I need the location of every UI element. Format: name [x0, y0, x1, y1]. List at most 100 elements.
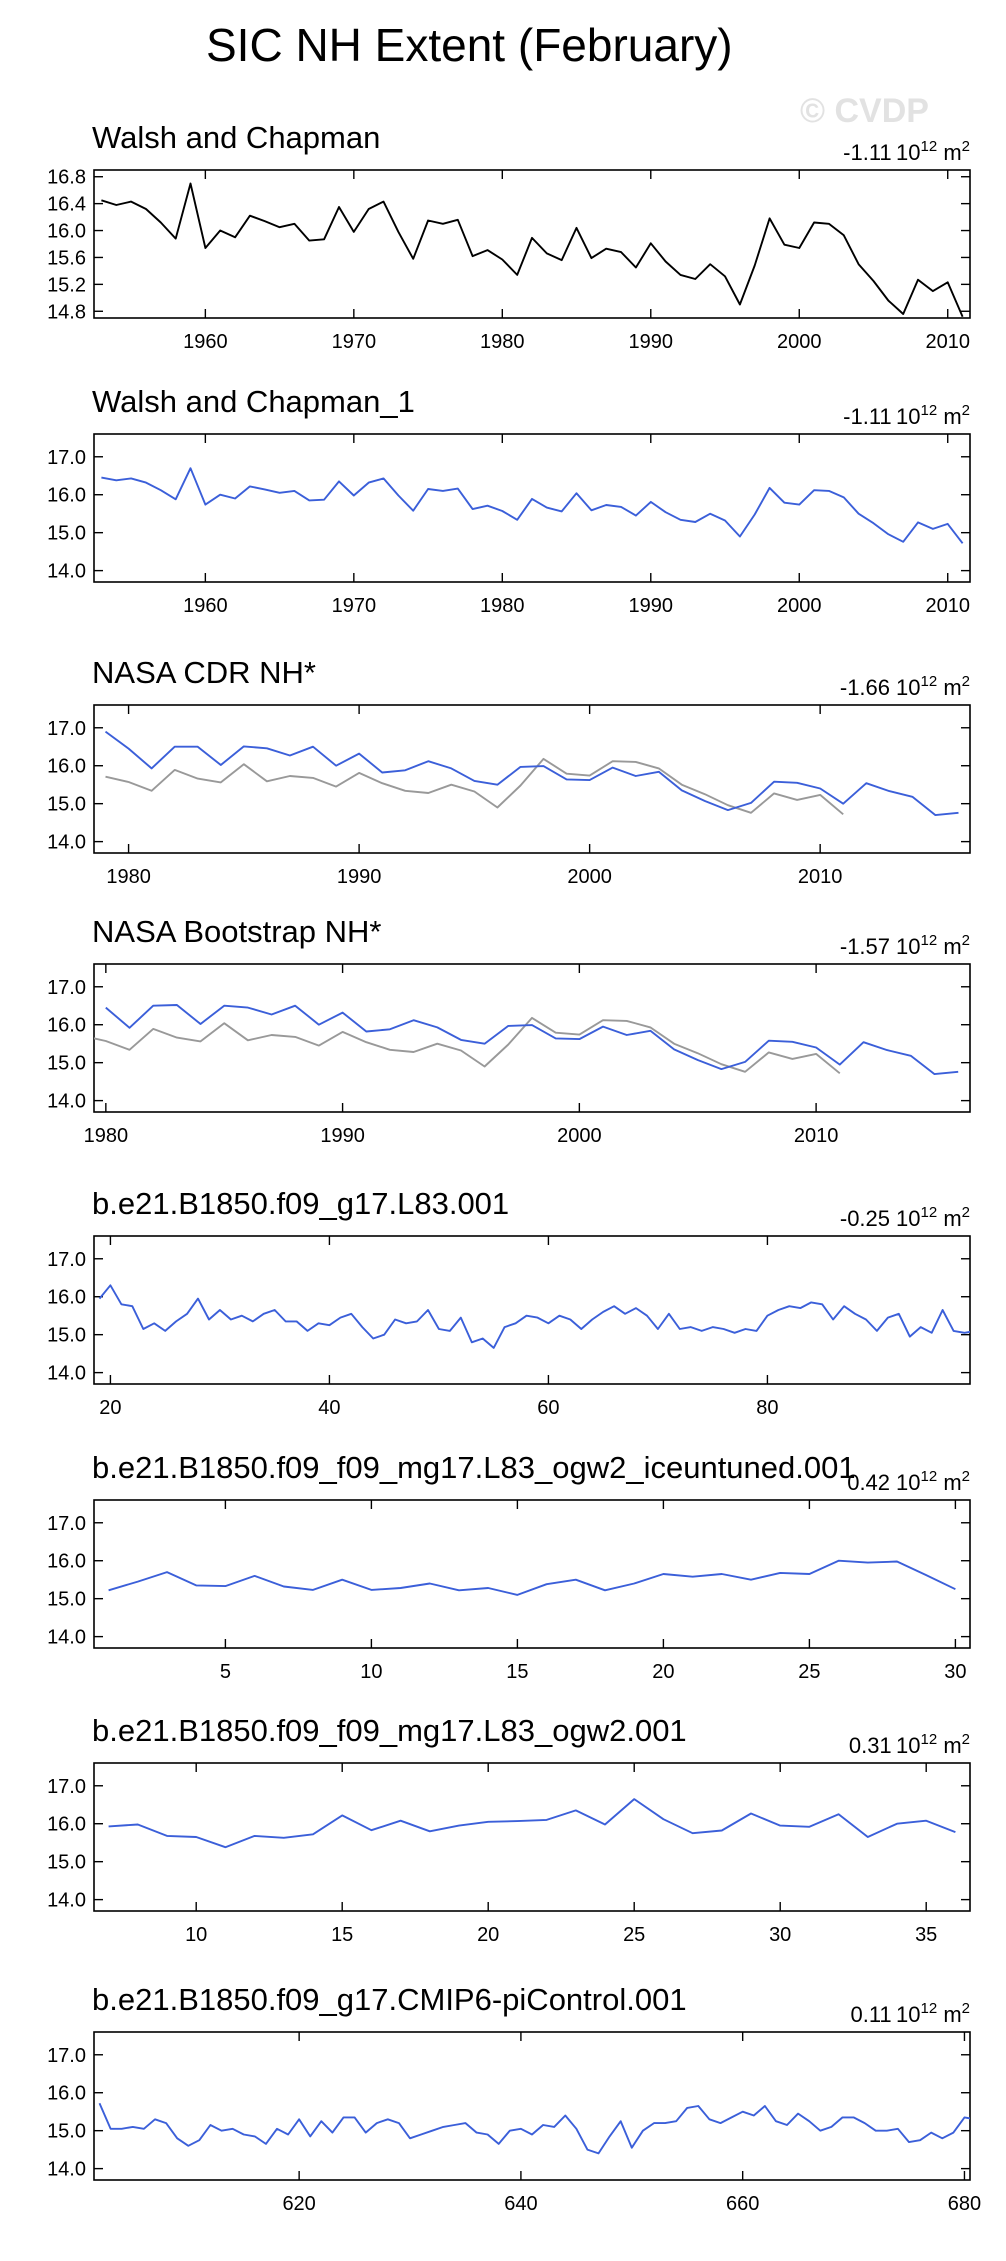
y-tick-label: 14.0 — [47, 1890, 86, 1912]
y-tick-label: 14.0 — [47, 1627, 86, 1649]
trend-unit: 10 — [896, 934, 920, 959]
trend-unit: 10 — [896, 1470, 920, 1495]
x-tick-label: 1970 — [332, 595, 377, 617]
x-tick-label: 1970 — [332, 331, 377, 353]
x-tick-label: 1980 — [480, 595, 525, 617]
trend-value: -1.57 — [840, 934, 890, 959]
y-tick-label: 16.8 — [47, 167, 86, 189]
plot-frame — [93, 704, 971, 854]
trend-exponent: 12 — [921, 1204, 938, 1221]
y-tick-label: 16.0 — [47, 2083, 86, 2105]
trend-exponent: 12 — [921, 138, 938, 155]
x-tick-label: 620 — [282, 2193, 315, 2215]
chart-title: b.e21.B1850.f09_g17.CMIP6-piControl.001 — [92, 1982, 687, 2017]
chart-panel-5: b.e21.B1850.f09_g17.L83.001 -0.25 1012 m21… — [47, 1186, 971, 1419]
trend-unit: 10 — [896, 1206, 920, 1231]
trend-suffix-sup: 2 — [962, 2000, 970, 2017]
x-tick-label: 1990 — [320, 1125, 365, 1147]
y-tick-label: 15.0 — [47, 1589, 86, 1611]
trend-label: 0.42 1012 m2 — [847, 1468, 970, 1495]
chart-title: b.e21.B1850.f09_f09_mg17.L83_ogw2_iceunt… — [92, 1450, 856, 1485]
x-tick-label: 2010 — [794, 1125, 839, 1147]
series-line-1 — [94, 1016, 841, 1075]
y-tick-label: 17.0 — [47, 2045, 86, 2067]
y-tick-label: 16.0 — [47, 756, 86, 778]
plot-frame — [93, 2031, 971, 2181]
trend-suffix-sup: 2 — [962, 1204, 970, 1221]
series-line-1 — [108, 1798, 956, 1849]
trend-suffix-sup: 2 — [962, 402, 970, 419]
y-tick-label: 16.4 — [47, 194, 86, 216]
trend-exponent: 12 — [921, 932, 938, 949]
x-tick-label: 2010 — [798, 866, 843, 888]
trend-exponent: 12 — [921, 402, 938, 419]
cvdp-watermark: © CVDP — [800, 92, 929, 130]
chart-title: Walsh and Chapman_1 — [92, 384, 415, 419]
y-tick-label: 14.0 — [47, 832, 86, 854]
chart-panel-3: NASA CDR NH* -1.66 1012 m2 14.0 15.0 16.0 17.0… — [47, 655, 971, 888]
y-tick-label: 16.0 — [47, 1015, 86, 1037]
plot-frame — [93, 963, 971, 1113]
x-tick-label: 2010 — [925, 595, 970, 617]
x-tick-label: 2000 — [557, 1125, 602, 1147]
y-tick-label: 15.0 — [47, 1852, 86, 1874]
trend-value: 0.31 — [849, 1733, 892, 1758]
x-tick-label: 1990 — [629, 595, 674, 617]
trend-label: 0.11 1012 m2 — [850, 2000, 970, 2027]
x-tick-label: 15 — [331, 1924, 353, 1946]
y-tick-label: 15.0 — [47, 1325, 86, 1347]
series-line-1 — [98, 1284, 970, 1349]
y-tick-label: 15.2 — [47, 274, 86, 296]
x-tick-label: 1960 — [183, 595, 228, 617]
y-tick-label: 16.0 — [47, 221, 86, 243]
x-tick-label: 20 — [99, 1397, 121, 1419]
y-tick-label: 14.0 — [47, 561, 86, 583]
trend-value: -0.25 — [840, 1206, 890, 1231]
series-line-1 — [101, 467, 964, 544]
y-tick-label: 14.8 — [47, 301, 86, 323]
y-tick-label: 17.0 — [47, 1513, 86, 1535]
y-tick-label: 17.0 — [47, 977, 86, 999]
x-tick-label: 25 — [798, 1661, 820, 1683]
trend-label: -1.11 1012 m2 — [843, 402, 970, 429]
y-tick-label: 16.0 — [47, 1814, 86, 1836]
plot-frame — [93, 169, 971, 319]
y-tick-label: 17.0 — [47, 718, 86, 740]
y-tick-label: 15.0 — [47, 1053, 86, 1075]
trend-label: -1.57 1012 m2 — [840, 932, 970, 959]
x-tick-label: 60 — [537, 1397, 559, 1419]
page-title: SIC NH Extent (February) — [206, 19, 733, 71]
x-tick-label: 1960 — [183, 331, 228, 353]
trend-suffix-sup: 2 — [962, 932, 970, 949]
chart-panel-1: Walsh and Chapman -1.11 1012 m2 14.8 15.2 15.… — [47, 120, 971, 353]
trend-unit: 10 — [896, 140, 920, 165]
x-tick-label: 20 — [477, 1924, 499, 1946]
trend-suffix-sup: 2 — [962, 1468, 970, 1485]
y-tick-label: 15.6 — [47, 247, 86, 269]
trend-unit: 10 — [896, 675, 920, 700]
x-tick-label: 20 — [652, 1661, 674, 1683]
trend-exponent: 12 — [921, 1731, 938, 1748]
series-line-1 — [105, 757, 844, 816]
trend-value: -1.11 — [843, 404, 891, 429]
series-line-1 — [98, 2102, 970, 2155]
x-tick-label: 35 — [915, 1924, 937, 1946]
x-tick-label: 2000 — [567, 866, 612, 888]
plot-frame — [93, 1762, 971, 1912]
y-tick-label: 15.0 — [47, 523, 86, 545]
x-tick-label: 2000 — [777, 331, 822, 353]
trend-label: -0.25 1012 m2 — [840, 1204, 970, 1231]
x-tick-label: 40 — [318, 1397, 340, 1419]
y-tick-label: 16.0 — [47, 1551, 86, 1573]
y-tick-label: 16.0 — [47, 485, 86, 507]
trend-value: 0.11 — [850, 2002, 891, 2027]
trend-suffix-sup: 2 — [962, 1731, 970, 1748]
x-tick-label: 10 — [185, 1924, 207, 1946]
chart-panel-8: b.e21.B1850.f09_g17.CMIP6-piControl.001 0… — [47, 1982, 981, 2215]
x-tick-label: 1980 — [106, 866, 151, 888]
y-tick-label: 14.0 — [47, 1091, 86, 1113]
trend-suffix: m — [937, 1206, 961, 1231]
trend-suffix: m — [937, 675, 961, 700]
y-tick-label: 17.0 — [47, 1776, 86, 1798]
x-tick-label: 1980 — [84, 1125, 129, 1147]
